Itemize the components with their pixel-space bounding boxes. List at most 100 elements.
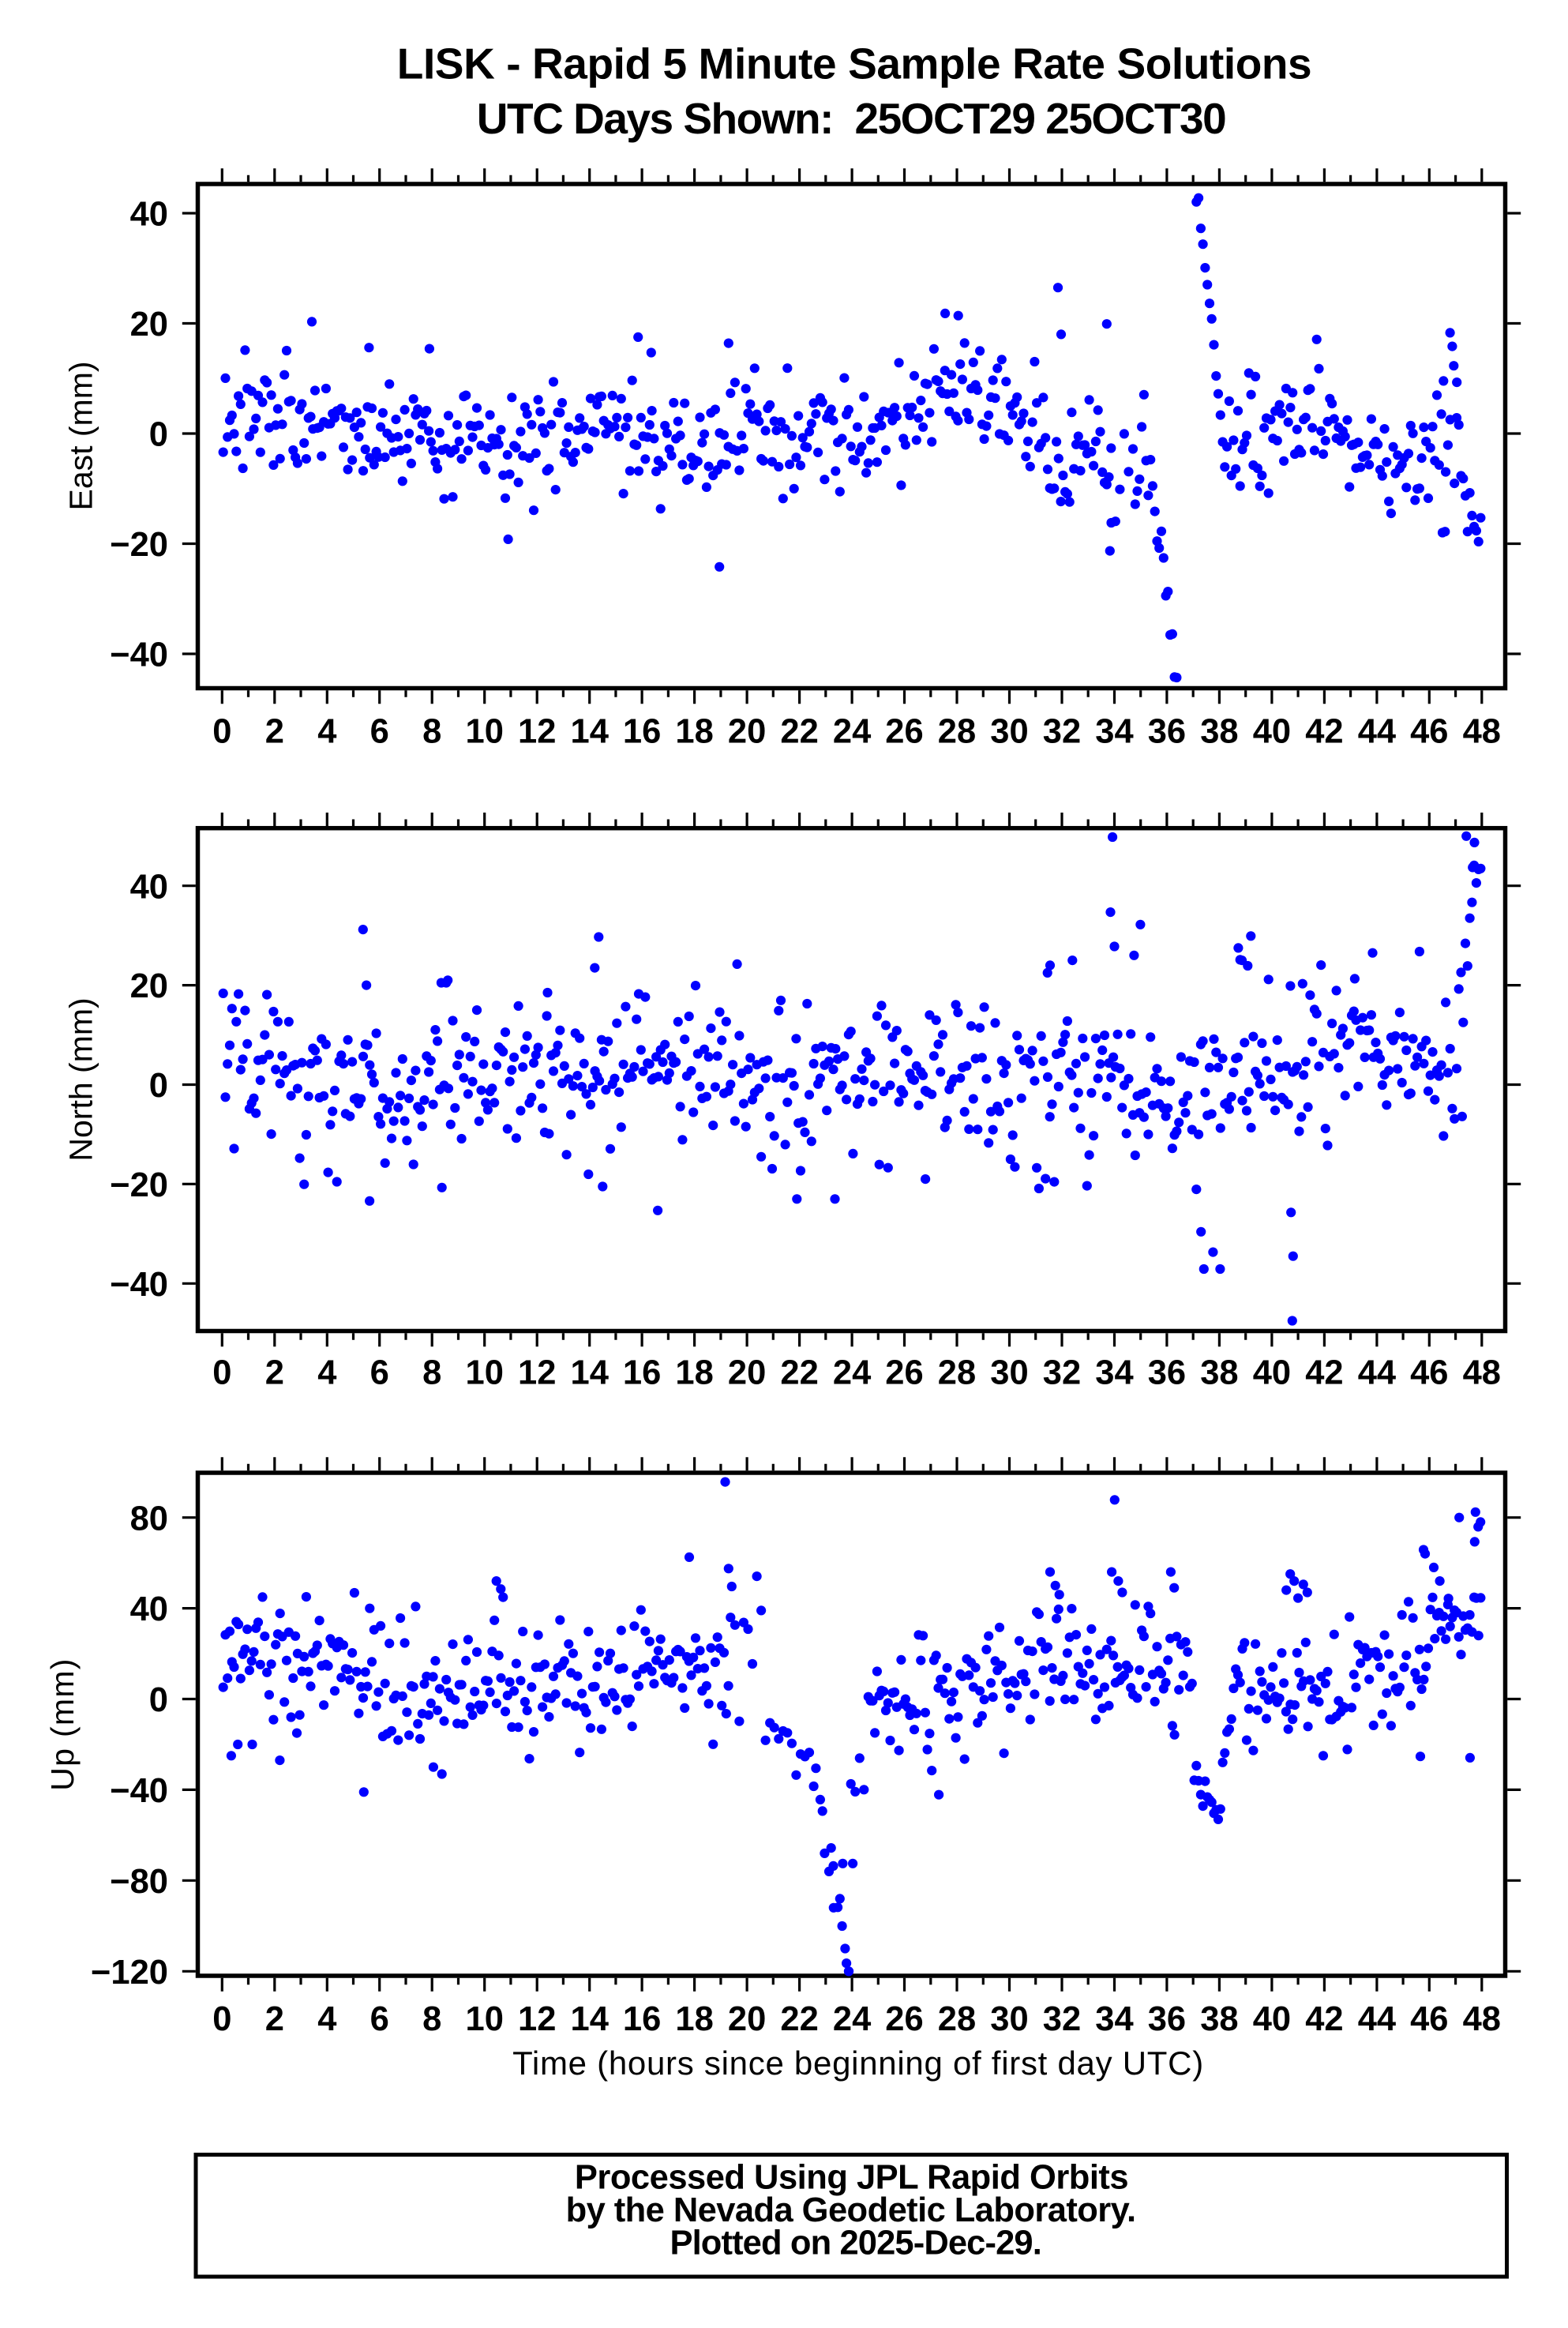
svg-text:20: 20 bbox=[728, 712, 766, 750]
svg-text:38: 38 bbox=[1200, 1354, 1238, 1392]
svg-text:28: 28 bbox=[938, 2000, 976, 2038]
svg-text:0: 0 bbox=[149, 416, 168, 454]
svg-text:Time (hours since beginning of: Time (hours since beginning of first day… bbox=[512, 2045, 1204, 2082]
svg-text:−20: −20 bbox=[110, 526, 168, 564]
svg-text:4: 4 bbox=[317, 712, 336, 750]
svg-text:46: 46 bbox=[1410, 2000, 1448, 2038]
svg-text:34: 34 bbox=[1095, 1354, 1133, 1392]
svg-text:44: 44 bbox=[1358, 2000, 1396, 2038]
svg-text:12: 12 bbox=[518, 1354, 556, 1392]
svg-text:32: 32 bbox=[1043, 2000, 1081, 2038]
svg-text:42: 42 bbox=[1305, 2000, 1343, 2038]
svg-text:36: 36 bbox=[1148, 1354, 1186, 1392]
svg-text:East (mm): East (mm) bbox=[63, 361, 99, 510]
svg-text:20: 20 bbox=[728, 2000, 766, 2038]
svg-text:6: 6 bbox=[370, 1354, 389, 1392]
svg-text:30: 30 bbox=[990, 2000, 1028, 2038]
svg-text:12: 12 bbox=[518, 712, 556, 750]
svg-text:24: 24 bbox=[833, 2000, 871, 2038]
svg-text:20: 20 bbox=[728, 1354, 766, 1392]
svg-text:Plotted on 2025-Dec-29.: Plotted on 2025-Dec-29. bbox=[670, 2224, 1041, 2262]
svg-text:26: 26 bbox=[885, 2000, 923, 2038]
svg-text:4: 4 bbox=[317, 1354, 336, 1392]
svg-text:14: 14 bbox=[571, 712, 609, 750]
svg-text:2: 2 bbox=[265, 712, 284, 750]
svg-text:UTC Days Shown: 25OCT29 25OCT: UTC Days Shown: 25OCT29 25OCT30 bbox=[477, 94, 1225, 143]
svg-text:−40: −40 bbox=[110, 1772, 168, 1810]
svg-text:−40: −40 bbox=[110, 1266, 168, 1304]
svg-text:44: 44 bbox=[1358, 712, 1396, 750]
svg-text:40: 40 bbox=[1253, 1354, 1291, 1392]
svg-text:40: 40 bbox=[130, 868, 168, 906]
svg-text:48: 48 bbox=[1463, 712, 1501, 750]
svg-text:48: 48 bbox=[1463, 2000, 1501, 2038]
svg-text:40: 40 bbox=[130, 1590, 168, 1628]
svg-text:20: 20 bbox=[130, 967, 168, 1005]
svg-text:20: 20 bbox=[130, 306, 168, 344]
svg-text:42: 42 bbox=[1305, 1354, 1343, 1392]
svg-text:2: 2 bbox=[265, 1354, 284, 1392]
svg-text:Up (mm): Up (mm) bbox=[44, 1658, 81, 1791]
svg-text:LISK - Rapid 5 Minute Sample R: LISK - Rapid 5 Minute Sample Rate Soluti… bbox=[397, 39, 1311, 88]
svg-text:38: 38 bbox=[1200, 712, 1238, 750]
svg-text:22: 22 bbox=[780, 712, 818, 750]
svg-text:44: 44 bbox=[1358, 1354, 1396, 1392]
svg-text:80: 80 bbox=[130, 1500, 168, 1538]
svg-text:−20: −20 bbox=[110, 1166, 168, 1204]
svg-text:10: 10 bbox=[466, 712, 504, 750]
svg-text:34: 34 bbox=[1095, 712, 1133, 750]
svg-text:40: 40 bbox=[1253, 2000, 1291, 2038]
svg-text:Processed Using JPL Rapid Orbi: Processed Using JPL Rapid Orbits bbox=[575, 2158, 1128, 2196]
svg-text:38: 38 bbox=[1200, 2000, 1238, 2038]
svg-text:6: 6 bbox=[370, 712, 389, 750]
svg-text:42: 42 bbox=[1305, 712, 1343, 750]
svg-text:26: 26 bbox=[885, 712, 923, 750]
svg-text:10: 10 bbox=[466, 1354, 504, 1392]
svg-text:22: 22 bbox=[780, 1354, 818, 1392]
svg-text:6: 6 bbox=[370, 2000, 389, 2038]
svg-text:46: 46 bbox=[1410, 712, 1448, 750]
svg-text:30: 30 bbox=[990, 1354, 1028, 1392]
svg-text:30: 30 bbox=[990, 712, 1028, 750]
svg-text:14: 14 bbox=[571, 1354, 609, 1392]
svg-text:8: 8 bbox=[422, 1354, 441, 1392]
svg-text:18: 18 bbox=[675, 2000, 713, 2038]
svg-text:North (mm): North (mm) bbox=[63, 997, 99, 1161]
svg-text:32: 32 bbox=[1043, 1354, 1081, 1392]
svg-text:−80: −80 bbox=[110, 1863, 168, 1901]
svg-text:0: 0 bbox=[149, 1067, 168, 1105]
svg-text:36: 36 bbox=[1148, 2000, 1186, 2038]
svg-text:14: 14 bbox=[571, 2000, 609, 2038]
svg-text:26: 26 bbox=[885, 1354, 923, 1392]
svg-text:18: 18 bbox=[675, 1354, 713, 1392]
svg-text:46: 46 bbox=[1410, 1354, 1448, 1392]
svg-text:16: 16 bbox=[623, 2000, 661, 2038]
svg-text:18: 18 bbox=[675, 712, 713, 750]
svg-text:40: 40 bbox=[1253, 712, 1291, 750]
svg-text:0: 0 bbox=[212, 2000, 231, 2038]
svg-text:0: 0 bbox=[149, 1681, 168, 1719]
svg-text:28: 28 bbox=[938, 712, 976, 750]
svg-text:48: 48 bbox=[1463, 1354, 1501, 1392]
svg-text:24: 24 bbox=[833, 1354, 871, 1392]
svg-text:28: 28 bbox=[938, 1354, 976, 1392]
svg-text:−120: −120 bbox=[91, 1954, 168, 1992]
svg-text:8: 8 bbox=[422, 2000, 441, 2038]
svg-text:0: 0 bbox=[212, 1354, 231, 1392]
svg-text:16: 16 bbox=[623, 712, 661, 750]
svg-text:36: 36 bbox=[1148, 712, 1186, 750]
svg-text:34: 34 bbox=[1095, 2000, 1133, 2038]
svg-text:by the Nevada Geodetic Laborat: by the Nevada Geodetic Laboratory. bbox=[566, 2191, 1136, 2229]
svg-text:32: 32 bbox=[1043, 712, 1081, 750]
svg-text:8: 8 bbox=[422, 712, 441, 750]
svg-text:12: 12 bbox=[518, 2000, 556, 2038]
svg-text:−40: −40 bbox=[110, 636, 168, 674]
svg-text:0: 0 bbox=[212, 712, 231, 750]
svg-text:22: 22 bbox=[780, 2000, 818, 2038]
svg-text:40: 40 bbox=[130, 196, 168, 234]
svg-text:24: 24 bbox=[833, 712, 871, 750]
svg-text:4: 4 bbox=[317, 2000, 336, 2038]
svg-text:2: 2 bbox=[265, 2000, 284, 2038]
svg-text:16: 16 bbox=[623, 1354, 661, 1392]
svg-text:10: 10 bbox=[466, 2000, 504, 2038]
